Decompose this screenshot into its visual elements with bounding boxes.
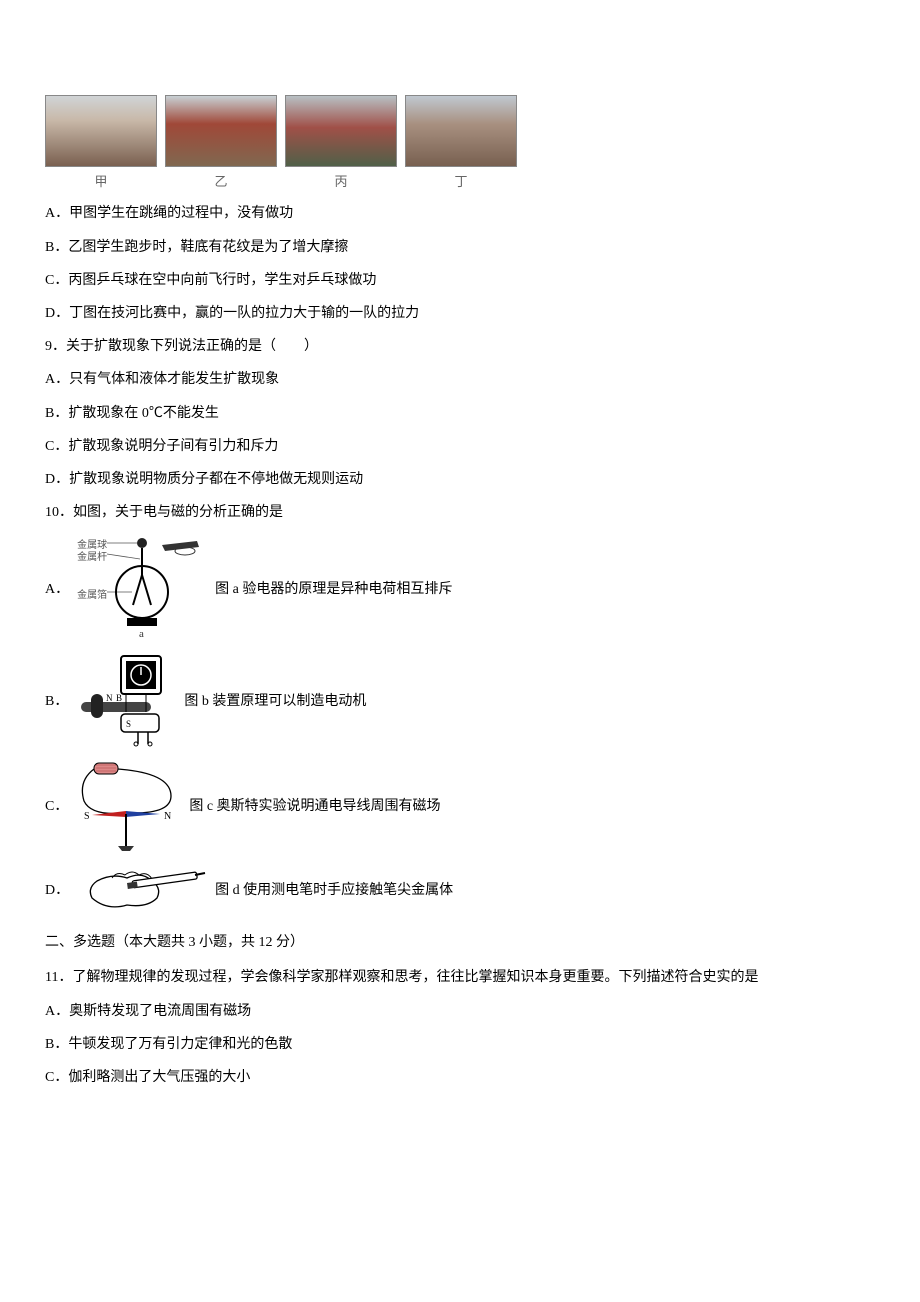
diagram-c-oersted: S N xyxy=(76,761,181,851)
figure-bing: 丙 xyxy=(285,95,397,193)
motor-device-icon: N B S xyxy=(76,654,176,749)
q8-option-d: D．丁图在技河比赛中，赢的一队的拉力大于输的一队的拉力 xyxy=(45,301,875,326)
q11-option-c: C．伽利略测出了大气压强的大小 xyxy=(45,1065,875,1090)
compass-wire-icon: S N xyxy=(76,761,181,851)
q10-option-d-row: D． 图 d 使用测电笔时手应接触笔尖金属体 xyxy=(45,863,875,918)
q10-option-a-row: A． 金属球 金属杆 金属箔 a 图 a 验电器的原理是异种电荷相互排斥 xyxy=(45,537,875,642)
svg-text:S: S xyxy=(84,811,90,822)
figure-ding: 丁 xyxy=(405,95,517,193)
q10-a-letter: A． xyxy=(45,577,69,602)
q11-option-b: B．牛顿发现了万有引力定律和光的色散 xyxy=(45,1032,875,1057)
diagram-b-motor: N B S xyxy=(76,654,176,749)
label-metal-foil: 金属箔 xyxy=(77,587,107,605)
q10-a-text: 图 a 验电器的原理是异种电荷相互排斥 xyxy=(215,577,452,602)
q10-b-letter: B． xyxy=(45,689,68,714)
q9-option-d: D．扩散现象说明物质分子都在不停地做无规则运动 xyxy=(45,467,875,492)
section-2-header: 二、多选题（本大题共 3 小题，共 12 分） xyxy=(45,930,875,955)
q10-option-c-row: C． S N 图 c 奥斯特实验说明通电导线周围有磁场 xyxy=(45,761,875,851)
q11-option-a: A．奥斯特发现了电流周围有磁场 xyxy=(45,999,875,1024)
label-yi: 乙 xyxy=(214,170,227,193)
photo-jia xyxy=(45,95,157,167)
diagram-d-testpen xyxy=(77,863,207,918)
svg-text:N: N xyxy=(106,693,113,703)
q9-option-c: C．扩散现象说明分子间有引力和斥力 xyxy=(45,434,875,459)
q10-b-text: 图 b 装置原理可以制造电动机 xyxy=(184,689,366,714)
figure-jia: 甲 xyxy=(45,95,157,193)
svg-text:N: N xyxy=(164,811,171,822)
diagram-a-tag: a xyxy=(139,628,144,640)
q10-c-letter: C． xyxy=(45,794,68,819)
label-bing: 丙 xyxy=(334,170,347,193)
q10-d-text: 图 d 使用测电笔时手应接触笔尖金属体 xyxy=(215,878,453,903)
q8-option-b: B．乙图学生跑步时，鞋底有花纹是为了增大摩擦 xyxy=(45,235,875,260)
figure-row: 甲 乙 丙 丁 xyxy=(45,95,875,193)
diagram-a-electroscope: 金属球 金属杆 金属箔 a xyxy=(77,537,207,642)
label-jia: 甲 xyxy=(94,170,107,193)
photo-bing xyxy=(285,95,397,167)
svg-text:S: S xyxy=(126,719,131,729)
q11-stem: 11．了解物理规律的发现过程，学会像科学家那样观察和思考，往往比掌握知识本身更重… xyxy=(45,965,875,990)
q8-option-a: A．甲图学生在跳绳的过程中，没有做功 xyxy=(45,201,875,226)
q9-stem: 9．关于扩散现象下列说法正确的是（ ） xyxy=(45,334,875,359)
label-ding: 丁 xyxy=(454,170,467,193)
q9-option-b: B．扩散现象在 0℃不能发生 xyxy=(45,401,875,426)
figure-yi: 乙 xyxy=(165,95,277,193)
photo-ding xyxy=(405,95,517,167)
svg-text:B: B xyxy=(116,693,122,703)
photo-yi xyxy=(165,95,277,167)
q10-option-b-row: B． N B S 图 b 装置原理可以制造电动机 xyxy=(45,654,875,749)
label-metal-rod: 金属杆 xyxy=(77,549,107,567)
q10-c-text: 图 c 奥斯特实验说明通电导线周围有磁场 xyxy=(189,794,440,819)
q10-d-letter: D． xyxy=(45,878,69,903)
q9-option-a: A．只有气体和液体才能发生扩散现象 xyxy=(45,367,875,392)
q10-stem: 10．如图，关于电与磁的分析正确的是 xyxy=(45,500,875,525)
q8-option-c: C．丙图乒乓球在空中向前飞行时，学生对乒乓球做功 xyxy=(45,268,875,293)
test-pen-hand-icon xyxy=(77,863,207,918)
